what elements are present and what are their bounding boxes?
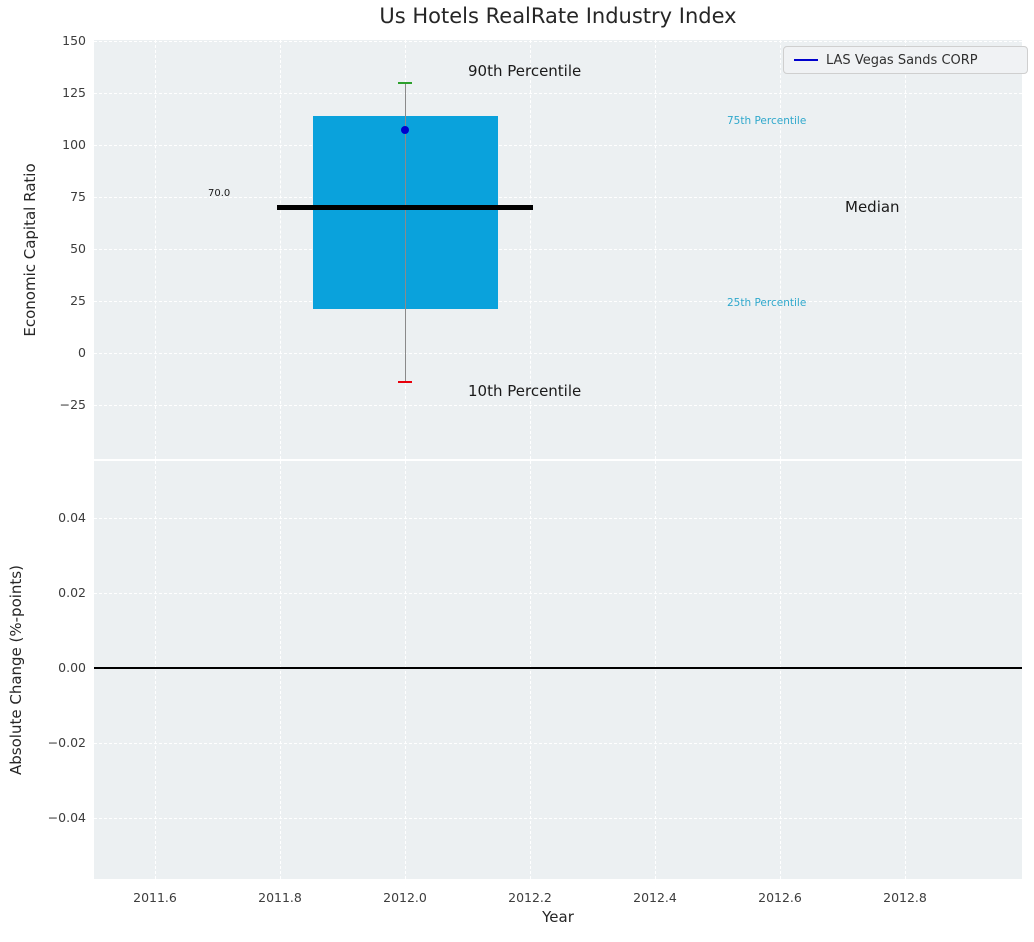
x-tick-label: 2011.8 (258, 890, 302, 905)
zero-line (94, 667, 1022, 669)
x-tick-label: 2012.6 (758, 890, 802, 905)
gridline-h (94, 249, 1022, 250)
y-tick-label: −25 (59, 397, 86, 412)
gridline-h (94, 818, 1022, 819)
company-point (401, 126, 409, 135)
y-tick-label: 75 (70, 189, 86, 204)
x-tick-label: 2012.8 (883, 890, 927, 905)
y-tick-label: 0.04 (58, 510, 86, 525)
x-tick-label: 2011.6 (133, 890, 177, 905)
y-tick-label: 0.00 (58, 660, 86, 675)
gridline-v (655, 461, 656, 879)
whisker-line (404, 82, 406, 383)
x-axis-label: Year (542, 908, 574, 926)
legend: LAS Vegas Sands CORP (783, 46, 1028, 74)
y-tick-label: 125 (62, 85, 86, 100)
y-tick-label: −0.02 (47, 735, 86, 750)
y-tick-label: −0.04 (47, 810, 86, 825)
p10-annotation: 10th Percentile (468, 382, 582, 400)
gridline-h (94, 593, 1022, 594)
p90-annotation: 90th Percentile (468, 62, 582, 80)
gridline-h (94, 405, 1022, 406)
gridline-v (280, 461, 281, 879)
gridline-h (94, 145, 1022, 146)
chart-title: Us Hotels RealRate Industry Index (379, 4, 737, 28)
p75-annotation: 75th Percentile (727, 115, 807, 127)
gridline-h (94, 41, 1022, 42)
gridline-v (905, 461, 906, 879)
gridline-h (94, 743, 1022, 744)
gridline-h (94, 197, 1022, 198)
bottom-axes (94, 461, 1022, 879)
bottom-y-axis-label: Absolute Change (%-points) (7, 565, 25, 775)
x-tick-label: 2012.2 (508, 890, 552, 905)
gridline-v (155, 461, 156, 879)
median-value-label: 70.0 (208, 188, 231, 199)
x-tick-label: 2012.0 (383, 890, 427, 905)
top-y-axis-label: Economic Capital Ratio (21, 163, 39, 337)
gridline-v (530, 461, 531, 879)
y-tick-label: 25 (70, 293, 86, 308)
median-annotation: Median (845, 198, 900, 216)
median-line (276, 204, 534, 210)
x-tick-label: 2012.4 (633, 890, 677, 905)
p90-cap (398, 81, 412, 84)
legend-line-sample (794, 59, 818, 61)
y-tick-label: 100 (62, 137, 86, 152)
gridline-v (405, 461, 406, 879)
y-tick-label: 150 (62, 33, 86, 48)
gridline-h (94, 301, 1022, 302)
gridline-h (94, 518, 1022, 519)
y-tick-label: 0 (78, 345, 86, 360)
y-tick-label: 50 (70, 241, 86, 256)
y-tick-label: 0.02 (58, 585, 86, 600)
gridline-h (94, 93, 1022, 94)
p25-annotation: 25th Percentile (727, 297, 807, 309)
legend-label: LAS Vegas Sands CORP (826, 52, 978, 68)
gridline-v (780, 461, 781, 879)
p10-cap (398, 381, 412, 384)
gridline-h (94, 353, 1022, 354)
